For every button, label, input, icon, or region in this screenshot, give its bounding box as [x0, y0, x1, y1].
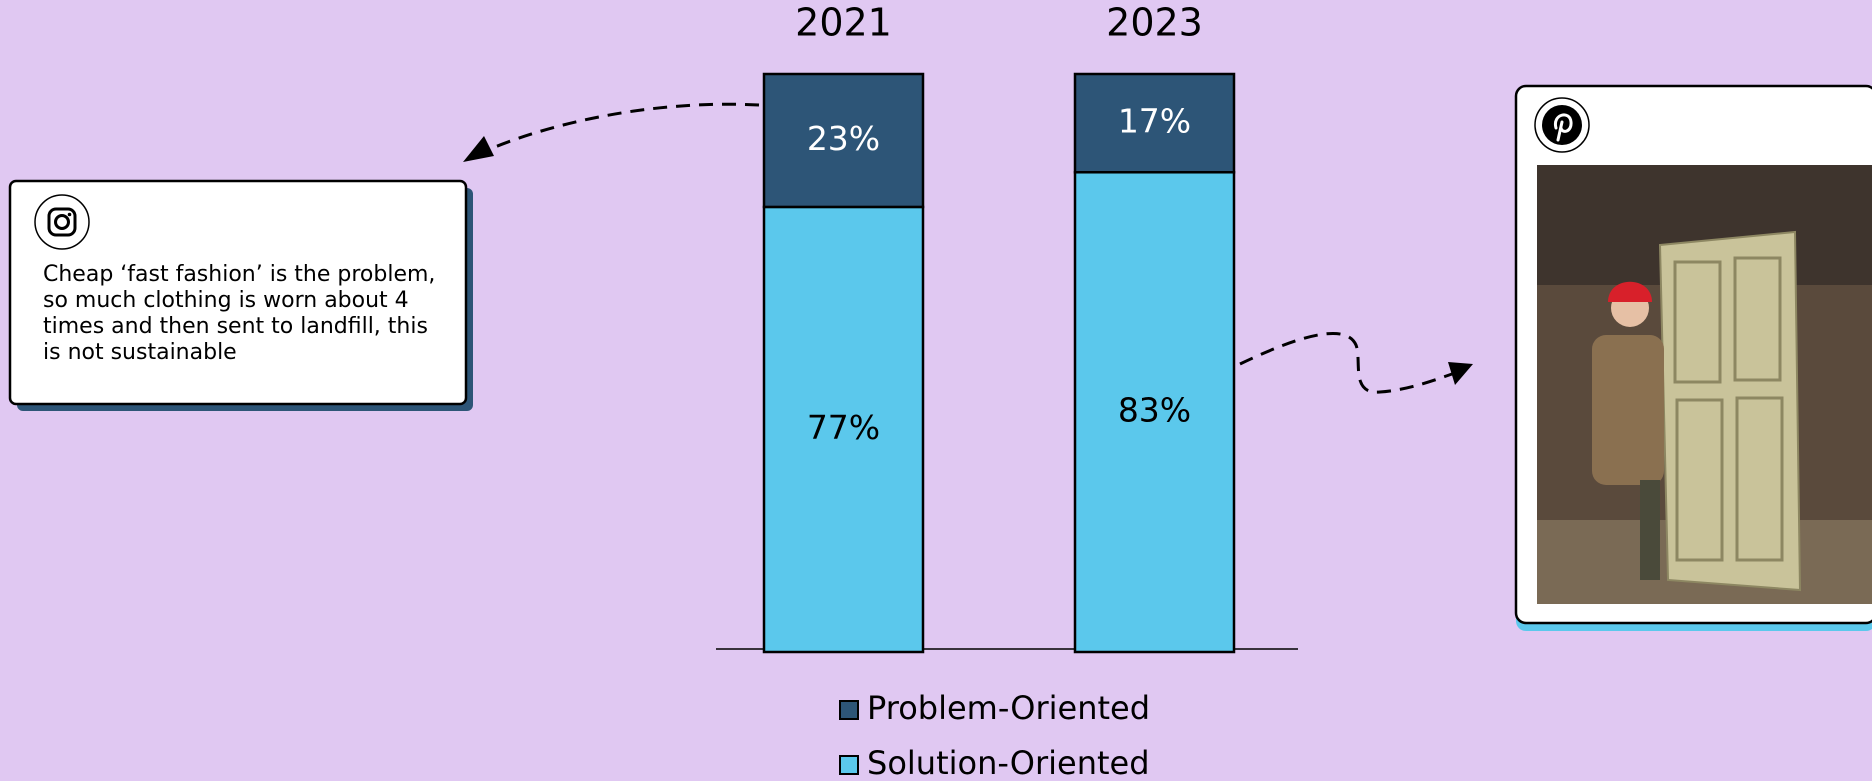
post-text: Cheap ‘fast fashion’ is the problem, [43, 262, 435, 287]
value-label: 83% [1118, 391, 1191, 430]
card [8, 179, 468, 406]
category-label: 2021 [795, 1, 892, 45]
door-panel [1735, 396, 1784, 562]
arrow-head [1448, 362, 1473, 385]
instagram-card [8, 179, 473, 411]
pinterest-card [1514, 84, 1872, 631]
bar-segment [762, 205, 925, 654]
arrow-line [1239, 331, 1456, 394]
door-panel [1733, 256, 1782, 382]
legend-swatch [839, 755, 859, 775]
icon-part [1553, 113, 1573, 142]
photo [1537, 165, 1872, 604]
person-hat [1608, 281, 1652, 302]
post-text: so much clothing is worn about 4 [43, 288, 409, 313]
person-body [1592, 335, 1664, 485]
icon-part [47, 207, 77, 237]
icon-part [67, 212, 72, 217]
instagram-icon [34, 194, 90, 250]
door [1658, 230, 1802, 592]
value-label: 17% [1118, 102, 1191, 141]
legend-label: Solution-Oriented [867, 744, 1150, 781]
category-label: 2023 [1106, 1, 1203, 45]
arrow-line [489, 102, 760, 151]
door-panel [1673, 260, 1722, 384]
post-text: times and then sent to landfill, this [43, 314, 428, 339]
value-label: 77% [807, 408, 880, 447]
bar-segment [762, 72, 925, 209]
legend-label: Problem-Oriented [867, 689, 1150, 727]
bar-segment [1073, 171, 1236, 654]
post-text: is not sustainable [43, 340, 237, 365]
person-legs [1640, 480, 1660, 580]
arrow-head [463, 136, 494, 162]
bar-segment [1073, 72, 1236, 174]
door-panel [1675, 398, 1724, 562]
legend-swatch [839, 700, 859, 720]
value-label: 23% [807, 119, 880, 158]
icon-part [54, 214, 70, 230]
